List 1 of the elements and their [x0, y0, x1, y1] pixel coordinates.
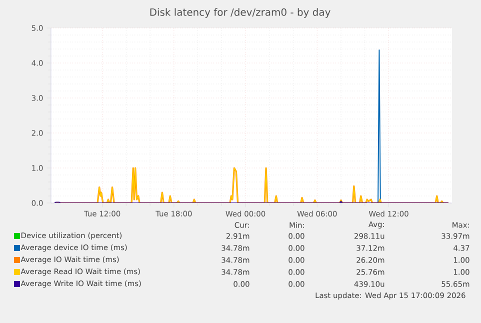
chart-title: Disk latency for /dev/zram0 - by day — [150, 8, 330, 18]
